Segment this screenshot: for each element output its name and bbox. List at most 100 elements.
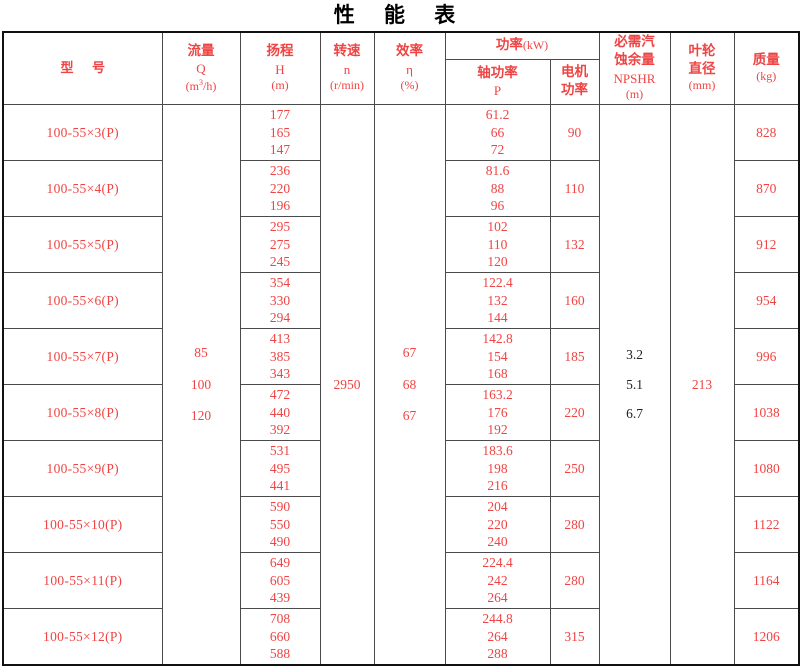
header-model: 型 号 [2,31,163,105]
table-row: 100-55×4(P) 236 220 196 81.6 88 96 110 870 [2,160,800,217]
header-flow-symbol: Q [196,61,206,77]
shaft-power-value: 216 [487,478,508,494]
shaft-power-value: 120 [487,254,508,270]
cell-mass: 870 [733,160,800,217]
table-row: 100-55×9(P) 531 495 441 183.6 198 216 250 1080 [2,440,800,497]
cell-mass: 1164 [733,552,800,609]
shaft-power-value: 110 [487,236,508,252]
header-npshr-line2: 蚀余量 [614,52,655,68]
cell-mass: 912 [733,216,800,273]
header-head-unit: (m) [271,78,289,93]
shaft-power-value: 264 [487,628,508,644]
cell-shaft-power: 102 110 120 [444,216,551,273]
header-impeller-line1: 叶轮 [688,42,716,59]
head-value: 472 [269,386,291,402]
shaft-power-value: 81.6 [485,162,510,178]
cell-efficiency-value: 67 [402,408,417,424]
cell-model: 100-55×3(P) [2,104,163,161]
shaft-power-value: 142.8 [482,330,513,346]
head-value: 236 [269,162,291,178]
cell-mass: 1080 [733,440,800,497]
cell-model: 100-55×5(P) [2,216,163,273]
header-mass-name: 质量 [752,51,780,68]
cell-model: 100-55×10(P) [2,496,163,553]
table-row: 100-55×6(P) 354 330 294 122.4 132 144 160 954 [2,272,800,329]
cell-flow: 85 100 120 [161,104,241,666]
header-speed-name: 转速 [333,43,361,60]
shaft-power-value: 288 [487,646,508,662]
header-efficiency-unit: (%) [400,78,419,93]
shaft-power-value: 242 [487,572,508,588]
header-motor-power-line1: 电机 [561,64,588,81]
cell-shaft-power: 61.2 66 72 [444,104,551,161]
header-head: 扬程 H (m) [239,31,321,105]
shaft-power-value: 132 [487,292,508,308]
shaft-power-value: 61.2 [485,106,510,122]
cell-mass: 954 [733,272,800,329]
cell-flow-value: 100 [190,376,212,392]
cell-mass: 996 [733,328,800,385]
header-flow: 流量 Q (m3/h) [161,31,241,105]
cell-flow-value: 120 [190,408,212,424]
head-value: 245 [269,254,291,270]
shaft-power-value: 224.4 [482,554,513,570]
cell-motor-power: 90 [549,104,600,161]
header-mass: 质量 (kg) [733,31,800,105]
cell-model: 100-55×9(P) [2,440,163,497]
head-value: 294 [269,310,291,326]
head-value: 708 [269,610,291,626]
cell-head: 472 440 392 [239,384,321,441]
head-value: 354 [269,274,291,290]
head-value: 196 [269,198,291,214]
shaft-power-value: 220 [487,516,508,532]
page-title: 性 能 表 [333,3,467,27]
cell-shaft-power: 142.8 154 168 [444,328,551,385]
cell-model: 100-55×7(P) [2,328,163,385]
header-power-name: 功率 [495,37,523,54]
cell-head: 236 220 196 [239,160,321,217]
cell-motor-power: 185 [549,328,600,385]
header-efficiency-symbol: η [406,61,413,77]
header-power-group: 功率(kW) [444,31,600,60]
head-value: 649 [269,554,291,570]
cell-npshr-value: 5.1 [626,376,643,392]
head-value: 495 [269,460,291,476]
header-npshr-unit: (m) [625,86,644,101]
head-value: 660 [269,628,291,644]
cell-head: 531 495 441 [239,440,321,497]
shaft-power-value: 163.2 [482,386,513,402]
head-value: 147 [269,142,291,158]
head-value: 439 [269,590,291,606]
cell-motor-power: 280 [549,552,600,609]
table-body: 100-55×3(P) 85 100 120 177 165 147 2950 67 68 67 61… [2,104,800,666]
header-shaft-power-symbol: P [493,83,502,99]
table-row: 100-55×7(P) 413 385 343 142.8 154 168 185 996 [2,328,800,385]
shaft-power-value: 102 [487,218,508,234]
cell-shaft-power: 244.8 264 288 [444,608,551,666]
head-value: 177 [269,106,291,122]
head-value: 590 [269,498,291,514]
head-value: 441 [269,478,291,494]
cell-motor-power: 132 [549,216,600,273]
header-impeller-unit: (mm) [688,78,716,93]
cell-model: 100-55×8(P) [2,384,163,441]
head-value: 330 [269,292,291,308]
cell-speed: 2950 [319,104,375,666]
cell-model: 100-55×4(P) [2,160,163,217]
cell-motor-power: 280 [549,496,600,553]
header-speed: 转速 n (r/min) [319,31,375,105]
head-value: 385 [269,348,291,364]
header-shaft-power: 轴功率 P [444,59,551,105]
header-npshr-line1: 必需汽 [614,34,655,51]
header-efficiency: 效率 η (%) [373,31,446,105]
header-npshr-line3: NPSHR [613,70,656,86]
shaft-power-value: 264 [487,590,508,606]
cell-head: 649 605 439 [239,552,321,609]
table-row: 100-55×11(P) 649 605 439 224.4 242 264 280 1164 [2,552,800,609]
cell-shaft-power: 163.2 176 192 [444,384,551,441]
shaft-power-value: 240 [487,534,508,550]
cell-head: 708 660 588 [239,608,321,666]
head-value: 165 [269,124,291,140]
cell-efficiency-value: 67 [402,344,417,360]
head-value: 550 [269,516,291,532]
